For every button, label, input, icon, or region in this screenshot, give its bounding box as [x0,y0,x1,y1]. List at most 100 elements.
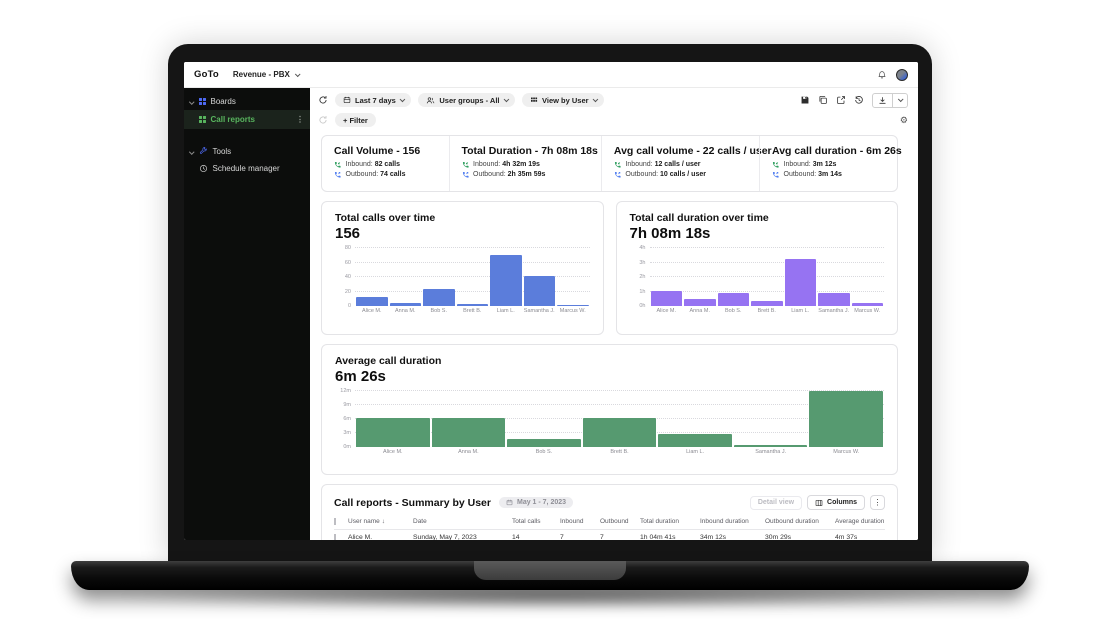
columns-button[interactable]: Columns [807,495,865,510]
bar[interactable] [751,300,783,306]
history-icon[interactable] [854,95,864,105]
gridline [355,261,590,263]
bar[interactable] [557,305,589,306]
view-by-filter[interactable]: View by User [522,93,605,107]
call-reports-icon [198,116,206,123]
kebab-menu-icon[interactable]: ⋮ [296,115,304,124]
x-axis-label: Bob S. [724,308,742,314]
collapse-caret-icon[interactable] [189,149,195,154]
bar[interactable] [733,445,808,447]
bar[interactable] [650,290,682,306]
bar[interactable] [423,288,455,306]
kpi-title: Total Duration - 7h 08m 18s [461,145,598,157]
y-axis-tick: 2h [639,274,646,280]
sidebar-item-label: Schedule manager [212,164,280,173]
table-row[interactable]: Alice M. Sunday, May 7, 2023 14 7 7 1h 04m 41… [334,530,885,540]
x-axis-labels: Alice M. Anna M. Bob S. Brett B. Liam L. Sama… [650,308,885,314]
kpi-outbound-line: Outbound: 3m 14s [772,171,885,179]
notifications-bell-icon[interactable] [877,70,887,80]
bar[interactable] [818,293,850,306]
gridline [355,290,590,292]
user-avatar[interactable] [896,68,908,81]
bar[interactable] [809,391,884,447]
column-header[interactable]: Total duration [640,518,680,525]
laptop-bezel: GoTo Revenue - PBX [168,44,932,561]
sidebar-item-call-reports[interactable]: Call reports ⋮ [184,110,310,129]
download-options-button[interactable] [892,93,907,107]
bar[interactable] [523,275,555,306]
chart-title: Total calls over time [335,212,436,224]
average-duration-chart-card: Average call duration 6m 26s 0m 3m 6m 9m 12m… [321,344,898,475]
x-axis-label: Anna M. [395,308,416,314]
bar[interactable] [389,303,421,306]
user-groups-filter[interactable]: User groups - All [418,93,516,107]
outbound-call-icon [462,171,469,178]
sort-descending-icon: ↓ [381,518,386,525]
download-button[interactable] [873,94,892,107]
table-cell: 30m 29s [765,534,792,540]
column-header[interactable]: User name ↓ [348,518,386,525]
add-filter-button[interactable]: + Filter [335,113,376,127]
table-kebab-menu[interactable]: ⋮ [870,495,885,510]
row-checkbox[interactable] [334,534,336,540]
kpi-section: Avg call volume - 22 calls / user Inbound… [600,136,772,191]
chart-title: Total call duration over time [629,212,769,224]
date-range-filter[interactable]: Last 7 days [335,93,412,107]
filters-toolbar: Last 7 days User groups - All View by Us… [310,88,918,110]
refresh-icon[interactable] [318,95,328,105]
column-header[interactable]: Date [413,518,427,525]
table-cell: 34m 12s [700,534,727,540]
x-axis-label: Alice M. [656,308,677,314]
bar[interactable] [851,303,883,306]
chart-total-value: 156 [335,225,361,242]
kpi-inbound-line: Inbound: 4h 32m 19s [462,161,589,169]
detail-view-button[interactable]: Detail view [749,495,803,510]
select-all-checkbox[interactable] [334,518,336,525]
chevron-down-icon [592,96,598,102]
bar[interactable] [356,297,388,306]
date-range-text: May 1 - 7, 2023 [516,499,567,506]
table-cell: 4m 37s [835,534,858,540]
copy-dashboard-icon[interactable] [818,95,828,105]
bar[interactable] [684,298,716,306]
bar-plot: 0m 3m 6m 9m 12m [340,388,884,450]
bar[interactable] [717,293,749,306]
bar[interactable] [356,418,430,447]
column-header[interactable]: Average duration [835,518,885,525]
bar[interactable] [490,255,522,306]
bar[interactable] [456,303,488,306]
save-icon[interactable] [800,95,810,105]
bar[interactable] [582,417,657,447]
column-header[interactable]: Outbound [600,518,629,525]
y-axis-tick: 1h [639,288,646,295]
inbound-call-icon [334,161,341,168]
sidebar-item-boards[interactable]: Boards [184,93,310,110]
x-axis-label: Liam L. [496,308,515,314]
column-header[interactable]: Outbound duration [765,518,819,525]
total-calls-chart-card: Total calls over time 156 0 20 40 60 80 Alic… [321,201,604,335]
bar[interactable] [784,258,816,306]
kpi-inbound-line: Inbound: 12 calls / user [614,161,747,169]
add-filter-label: + Filter [343,115,368,125]
sidebar-item-tools[interactable]: Tools [184,143,310,160]
kpi-section: Avg call duration - 6m 26s Inbound: 3m 12… [759,136,902,191]
sidebar-item-schedule-manager[interactable]: Schedule manager [184,160,310,177]
kpi-title: Avg call volume - 22 calls / user [613,145,772,157]
column-header[interactable]: Inbound duration [700,518,749,525]
bar[interactable] [431,417,506,447]
gridline [355,276,590,277]
y-axis-tick: 60 [344,259,351,266]
column-header[interactable]: Total calls [512,518,541,525]
refresh-icon-disabled [318,115,328,125]
column-header[interactable]: Inbound [560,518,584,525]
workspace-switcher[interactable]: Revenue - PBX [233,70,301,79]
bar[interactable] [507,439,581,447]
kpi-section: Total Duration - 7h 08m 18s Inbound: 4h 3… [448,136,601,191]
y-axis-tick: 12m [340,388,351,394]
collapse-caret-icon[interactable] [189,99,195,104]
gear-settings-icon[interactable]: ⚙ [899,114,908,125]
bar[interactable] [658,433,732,447]
share-export-icon[interactable] [836,95,846,105]
sidebar-item-label: Tools [212,147,232,156]
